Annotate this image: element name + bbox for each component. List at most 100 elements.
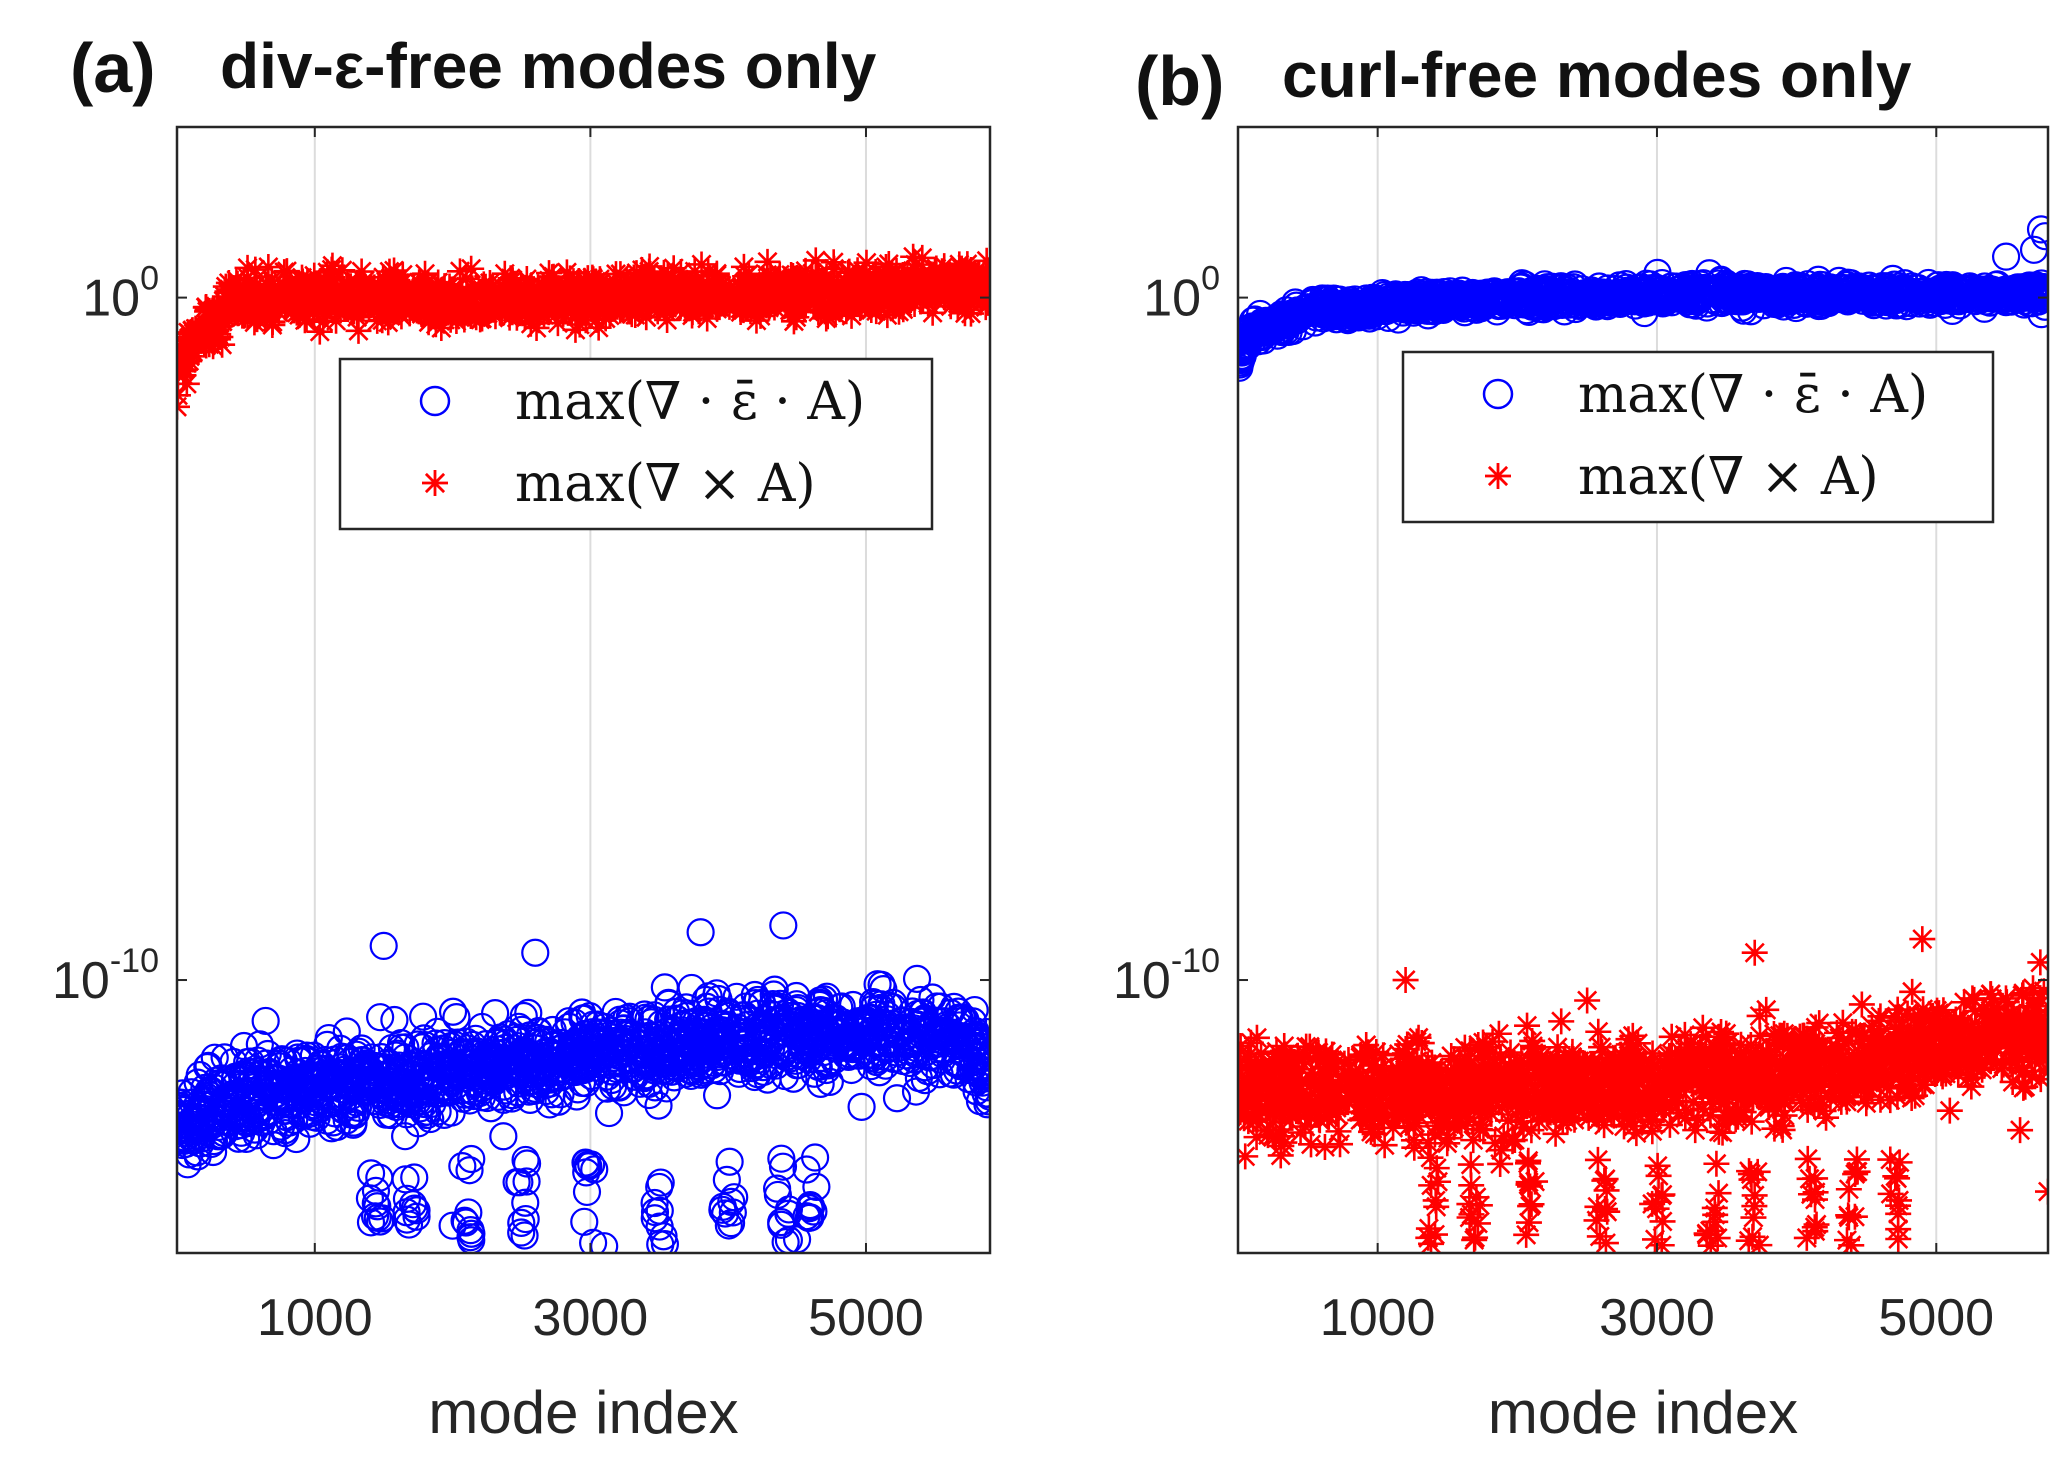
data-point-outlier bbox=[329, 257, 356, 284]
data-point bbox=[917, 265, 944, 292]
data-point bbox=[530, 1042, 559, 1072]
data-point bbox=[771, 1228, 800, 1253]
data-point bbox=[733, 1028, 763, 1057]
data-point bbox=[1958, 1073, 1985, 1100]
data-point bbox=[806, 1069, 835, 1098]
data-point bbox=[728, 1001, 757, 1030]
data-point bbox=[711, 1199, 740, 1228]
data-point bbox=[373, 268, 400, 295]
data-point bbox=[300, 299, 327, 326]
data-point bbox=[855, 1023, 884, 1052]
data-point bbox=[458, 255, 485, 282]
data-point bbox=[414, 282, 441, 309]
data-point bbox=[847, 1092, 876, 1121]
data-point bbox=[1238, 332, 1262, 361]
data-point bbox=[292, 1041, 321, 1070]
data-point bbox=[596, 302, 623, 329]
data-point bbox=[794, 1203, 823, 1232]
data-point bbox=[400, 1163, 429, 1192]
data-point bbox=[599, 278, 626, 305]
data-point bbox=[345, 1055, 374, 1084]
data-point bbox=[1530, 280, 1560, 309]
data-point bbox=[1869, 277, 1898, 306]
data-point bbox=[805, 986, 835, 1015]
data-point bbox=[410, 1069, 440, 1098]
data-point bbox=[273, 1046, 302, 1075]
data-point bbox=[718, 1198, 747, 1227]
data-point bbox=[366, 286, 393, 313]
data-point bbox=[491, 260, 518, 287]
data-point bbox=[861, 1028, 890, 1058]
data-point bbox=[476, 269, 503, 296]
data-point bbox=[276, 269, 303, 296]
data-point bbox=[177, 1079, 197, 1108]
data-point bbox=[470, 271, 497, 298]
data-point bbox=[185, 1060, 214, 1090]
data-point bbox=[936, 266, 963, 293]
data-point bbox=[194, 312, 221, 339]
data-point bbox=[243, 271, 270, 298]
data-point bbox=[714, 287, 741, 314]
data-point bbox=[354, 1061, 383, 1090]
data-point bbox=[288, 273, 315, 300]
data-point bbox=[695, 258, 722, 285]
y-tick-label: 100 bbox=[82, 260, 159, 328]
data-point bbox=[1278, 316, 1307, 346]
data-point bbox=[919, 1050, 948, 1080]
data-point bbox=[396, 300, 423, 327]
data-point bbox=[580, 1155, 609, 1184]
data-point bbox=[360, 1202, 390, 1231]
data-point bbox=[1584, 283, 1613, 312]
data-point bbox=[286, 302, 313, 329]
data-point bbox=[289, 1075, 318, 1104]
data-point bbox=[845, 273, 872, 300]
data-point bbox=[565, 268, 592, 295]
data-point bbox=[620, 1028, 649, 1057]
data-point bbox=[754, 268, 781, 295]
data-point bbox=[639, 282, 666, 309]
data-point bbox=[705, 995, 734, 1024]
data-points bbox=[177, 243, 990, 1253]
data-point bbox=[634, 1005, 663, 1034]
data-point bbox=[192, 323, 219, 350]
data-point bbox=[788, 1012, 817, 1041]
data-point bbox=[623, 260, 650, 287]
data-point bbox=[575, 270, 602, 297]
data-point bbox=[531, 1062, 560, 1091]
data-point bbox=[641, 266, 668, 293]
data-point bbox=[1238, 314, 1263, 343]
data-point bbox=[763, 1180, 793, 1210]
data-point bbox=[402, 1202, 431, 1231]
data-points bbox=[1238, 215, 2048, 1253]
y-tick-exponent: -10 bbox=[110, 942, 159, 980]
data-point bbox=[882, 292, 909, 319]
data-point bbox=[889, 1046, 918, 1076]
data-point bbox=[1748, 279, 1777, 308]
data-point bbox=[422, 285, 449, 312]
data-point bbox=[565, 1051, 594, 1080]
data-point bbox=[822, 301, 849, 328]
data-point bbox=[958, 1007, 988, 1036]
data-point bbox=[1497, 1039, 1524, 1066]
data-point bbox=[442, 1003, 471, 1032]
data-point bbox=[939, 280, 966, 307]
data-point bbox=[840, 1012, 869, 1041]
data-point bbox=[417, 1077, 446, 1106]
data-point bbox=[585, 314, 612, 341]
data-point bbox=[640, 1188, 669, 1218]
data-point bbox=[177, 1129, 201, 1158]
data-point bbox=[511, 1204, 540, 1234]
data-point bbox=[667, 271, 694, 298]
data-point bbox=[2006, 273, 2035, 302]
data-point bbox=[221, 1070, 250, 1099]
data-point bbox=[387, 1054, 416, 1083]
data-point bbox=[1623, 1120, 1650, 1147]
data-point bbox=[1907, 278, 1937, 307]
data-point bbox=[790, 289, 817, 316]
data-point bbox=[446, 1039, 476, 1068]
data-point bbox=[494, 276, 521, 303]
data-point bbox=[1717, 284, 1746, 313]
data-point bbox=[409, 274, 436, 301]
data-point bbox=[610, 297, 637, 324]
